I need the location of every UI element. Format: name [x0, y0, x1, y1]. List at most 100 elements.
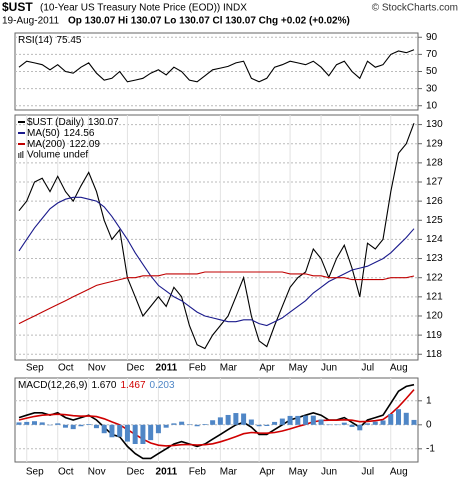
legend-value: 122.09 — [69, 139, 100, 150]
histogram-bar — [86, 424, 92, 425]
histogram-bar — [171, 423, 177, 425]
series-line — [18, 383, 415, 460]
histogram-bar — [101, 424, 107, 434]
x-tick-label: Jul — [361, 467, 374, 478]
instrument-name: (10-Year US Treasury Note Price (EOD)) I… — [40, 3, 247, 14]
legend: MACD(12,26,9) 1.670 1.467 0.203 — [18, 380, 175, 391]
histogram-bar — [326, 424, 332, 426]
histogram-bar — [279, 418, 285, 425]
x-tick-label: Sep — [26, 363, 44, 374]
panel-frame — [14, 114, 419, 361]
x-tick-label: 2011 — [156, 467, 178, 478]
date: 19-Aug-2011 — [2, 16, 60, 27]
y-tick-label: 30 — [426, 83, 438, 94]
histogram-bar — [372, 421, 378, 425]
histogram-bar — [256, 424, 262, 427]
series-line — [18, 271, 415, 325]
histogram-bar — [349, 424, 355, 427]
histogram-bar — [225, 414, 231, 425]
series-line — [18, 196, 415, 327]
x-tick-label: Jun — [321, 363, 337, 374]
legend: MA(200) 122.09 — [27, 139, 100, 150]
y-tick-label: 119 — [426, 330, 442, 341]
x-tick-label: Mar — [220, 363, 238, 374]
histogram-bar — [109, 424, 115, 438]
legend: $UST (Daily) 130.07 — [27, 117, 119, 128]
x-tick-label: May — [289, 363, 308, 374]
x-tick-label: Dec — [127, 363, 145, 374]
x-tick-label: Aug — [390, 467, 408, 478]
y-tick-label: 125 — [426, 215, 443, 226]
histogram-bar — [140, 424, 146, 444]
y-tick-label: 120 — [426, 311, 443, 322]
histogram-bar — [55, 423, 61, 425]
y-tick-label: 129 — [426, 138, 443, 149]
source: © StockCharts.com — [372, 3, 458, 14]
legend-name: MA(200) — [27, 139, 65, 150]
y-tick-label: 126 — [426, 196, 443, 207]
histogram-bar — [70, 424, 76, 430]
histogram-bar — [39, 422, 45, 425]
legend-name: RSI(14) — [18, 35, 52, 46]
y-tick-label: 90 — [426, 32, 438, 43]
x-tick-label: Mar — [220, 467, 238, 478]
histogram-bar — [310, 415, 316, 425]
histogram-bar — [16, 422, 22, 425]
histogram-bar — [78, 424, 84, 427]
legend-icon — [18, 153, 20, 158]
histogram-bar — [241, 413, 247, 425]
legend-title: MACD(12,26,9) — [18, 380, 87, 391]
x-tick-label: Sep — [26, 467, 44, 478]
histogram-bar — [380, 420, 386, 425]
x-tick-label: Feb — [189, 467, 207, 478]
legend-name: MA(50) — [27, 128, 60, 139]
x-tick-label: Nov — [88, 467, 106, 478]
legend-value: 1.467 — [121, 380, 146, 391]
histogram-bar — [202, 424, 208, 425]
x-tick-label: Oct — [58, 467, 74, 478]
histogram-bar — [31, 421, 37, 425]
y-tick-label: 124 — [426, 234, 443, 245]
histogram-bar — [24, 421, 30, 425]
y-tick-label: 121 — [426, 291, 443, 302]
histogram-bar — [93, 424, 99, 429]
series-line — [18, 389, 415, 447]
histogram-bar — [163, 424, 169, 428]
histogram-bar — [233, 413, 239, 425]
histogram-bar — [295, 415, 301, 425]
histogram-bar — [217, 417, 223, 425]
histogram-bar — [117, 424, 123, 437]
legend-icon — [20, 152, 22, 158]
x-tick-label: Jun — [321, 467, 337, 478]
x-tick-label: Dec — [127, 467, 145, 478]
legend: RSI(14) 75.45 — [18, 35, 82, 46]
y-tick-label: 130 — [426, 119, 443, 130]
histogram-bar — [396, 409, 402, 425]
histogram-bar — [132, 424, 138, 444]
y-tick-label: 127 — [426, 177, 443, 188]
histogram-bar — [179, 421, 185, 425]
legend-value: 124.56 — [64, 128, 95, 139]
series-line — [18, 49, 415, 83]
y-tick-label: 0 — [426, 419, 432, 430]
histogram-bar — [318, 419, 324, 425]
quote: Op 130.07 Hi 130.07 Lo 130.07 Cl 130.07 … — [68, 16, 350, 27]
legend: MA(50) 124.56 — [27, 128, 95, 139]
legend-value: 1.670 — [91, 380, 116, 391]
legend-icon — [22, 151, 24, 158]
x-tick-label: 2011 — [156, 363, 178, 374]
histogram-bar — [411, 419, 417, 425]
legend-name: $UST (Daily) — [27, 117, 84, 128]
y-tick-label: 123 — [426, 253, 443, 264]
histogram-bar — [47, 424, 53, 426]
histogram-bar — [365, 423, 371, 425]
x-tick-label: Nov — [88, 363, 106, 374]
histogram-bar — [403, 412, 409, 425]
legend-value: 0.203 — [150, 380, 175, 391]
histogram-bar — [186, 424, 192, 425]
histogram-bar — [341, 422, 347, 425]
histogram-bar — [357, 424, 363, 431]
symbol: $UST — [2, 0, 33, 14]
y-tick-label: 50 — [426, 66, 438, 77]
